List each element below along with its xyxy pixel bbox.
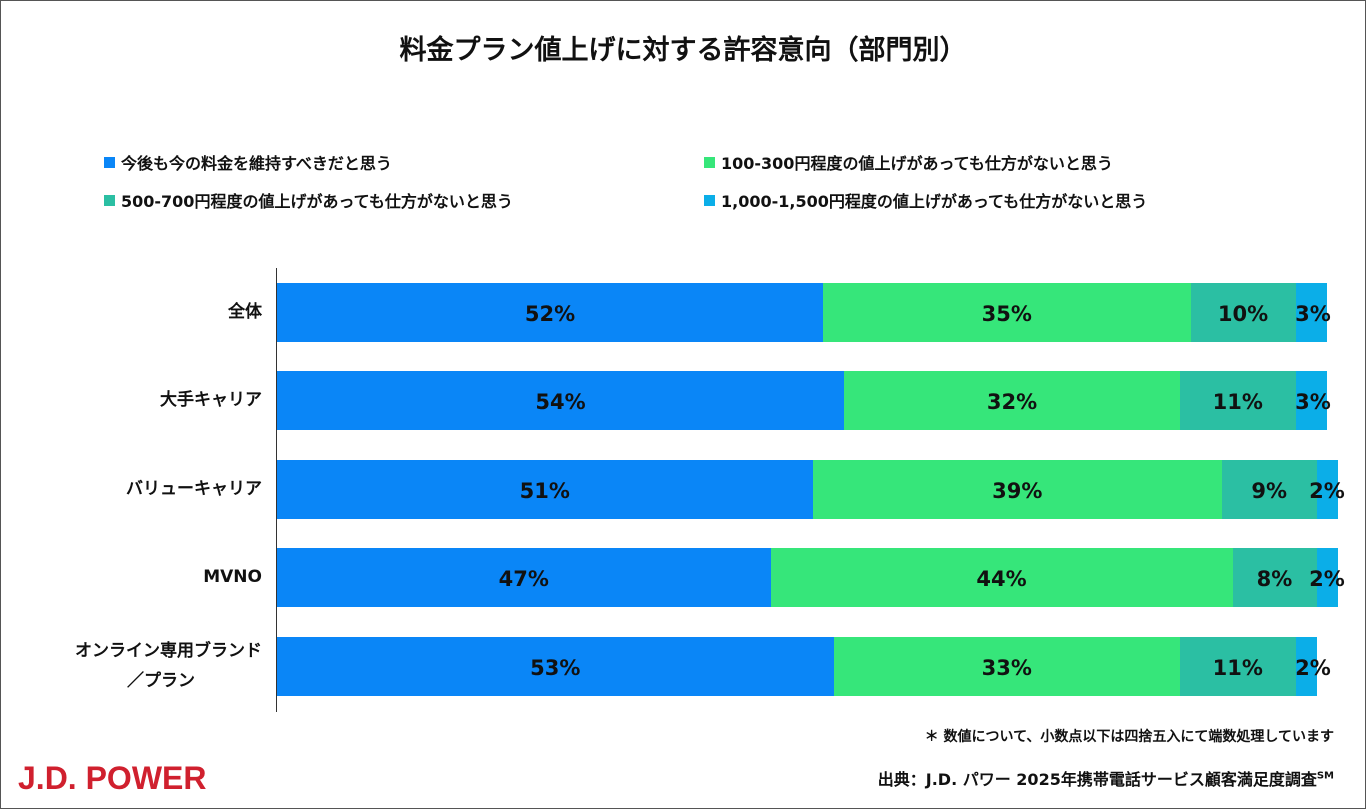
data-label: 39% — [992, 479, 1043, 503]
legend-swatch — [704, 156, 715, 168]
data-label: 8% — [1256, 567, 1293, 591]
data-label: 44% — [976, 567, 1027, 591]
data-label: 2% — [1309, 567, 1345, 591]
category-label: MVNO — [203, 567, 262, 587]
data-label: 47% — [498, 567, 549, 591]
data-label: 3% — [1295, 302, 1331, 326]
jd-power-logo: J.D. POWER — [18, 760, 207, 796]
bar-segment — [1222, 460, 1317, 519]
data-label: 10% — [1217, 302, 1269, 326]
legend-item: 100-300円程度の値上げがあっても仕方がないと思う — [704, 150, 1113, 174]
bar-segment — [277, 283, 823, 342]
bar-segment — [812, 460, 1222, 519]
legend-swatch — [104, 156, 115, 168]
source-note: 出典：J.D. パワー 2025年携帯電話サービス顧客満足度調査SM — [878, 766, 1334, 790]
footnote: ＊ 数値について、小数点以下は四捨五入にて端数処理しています — [924, 729, 1334, 745]
legend-item: 今後も今の料金を維持すべきだと思う — [104, 150, 392, 174]
category-label: バリューキャリア — [126, 479, 262, 499]
bar-segment — [1295, 283, 1327, 342]
data-label: 9% — [1251, 479, 1288, 503]
legend-label: 100-300円程度の値上げがあっても仕方がないと思う — [721, 154, 1113, 173]
bar-segment — [1190, 283, 1296, 342]
data-label: 32% — [986, 390, 1038, 414]
data-label: 3% — [1295, 390, 1331, 414]
data-label: 53% — [530, 656, 581, 680]
data-label: 11% — [1212, 390, 1263, 414]
data-label: 51% — [519, 479, 570, 503]
data-label: 54% — [535, 390, 586, 414]
category-axis-line — [276, 268, 277, 712]
bar-segment — [1316, 548, 1338, 607]
legend-swatch — [704, 194, 715, 206]
bar-segment — [1316, 460, 1338, 519]
bar-segment — [1295, 637, 1317, 696]
data-label: 2% — [1309, 479, 1345, 503]
legend-label: 500-700円程度の値上げがあっても仕方がないと思う — [121, 192, 513, 211]
legend-item: 1,000-1,500円程度の値上げがあっても仕方がないと思う — [704, 188, 1147, 212]
bar-segment — [1180, 371, 1296, 430]
bar-segment — [1232, 548, 1317, 607]
bar-segment — [770, 548, 1233, 607]
bar-segment — [1295, 371, 1327, 430]
legend-label: 1,000-1,500円程度の値上げがあっても仕方がないと思う — [721, 192, 1148, 211]
chart-title: 料金プラン値上げに対する許容意向（部門別） — [399, 35, 967, 66]
bar-segment — [277, 371, 844, 430]
data-label: 52% — [524, 302, 576, 326]
service-mark: SM — [1316, 770, 1334, 782]
source-text: 出典：J.D. パワー 2025年携帯電話サービス顧客満足度調査 — [877, 770, 1317, 789]
data-label: 11% — [1212, 656, 1263, 680]
bar-segment — [833, 637, 1180, 696]
category-label: オンライン専用ブランド ／プラン — [75, 641, 262, 691]
bar-segment — [844, 371, 1180, 430]
bar-segment — [277, 637, 834, 696]
bar-segment — [277, 548, 771, 607]
legend-label: 今後も今の料金を維持すべきだと思う — [121, 154, 392, 173]
bar-segment — [823, 283, 1191, 342]
legend-item: 500-700円程度の値上げがあっても仕方がないと思う — [104, 188, 513, 212]
category-label: 全体 — [228, 302, 262, 322]
data-label: 33% — [981, 656, 1032, 680]
data-label: 2% — [1295, 656, 1331, 680]
bar-segment — [277, 460, 813, 519]
category-label: 大手キャリア — [160, 390, 262, 410]
legend-swatch — [104, 194, 115, 206]
bar-segment — [1180, 637, 1296, 696]
data-label: 35% — [981, 302, 1032, 326]
